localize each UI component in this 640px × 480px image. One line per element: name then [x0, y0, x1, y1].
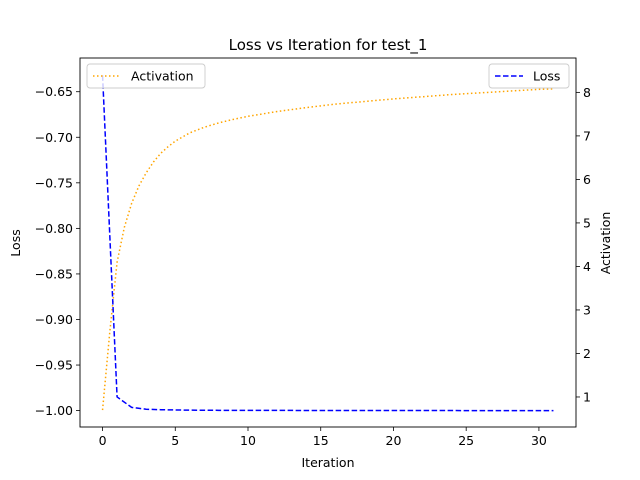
x-tick-label: 10: [240, 433, 256, 448]
chart-title: Loss vs Iteration for test_1: [229, 36, 428, 55]
legend-activation-label: Activation: [131, 69, 194, 84]
legend-loss-box: [488, 63, 570, 89]
x-tick-label: 0: [99, 433, 107, 448]
y-axis-left-label: Loss: [8, 229, 23, 256]
legend-activation-box: [86, 63, 206, 89]
x-tick-label: 20: [386, 433, 402, 448]
x-axis-label: Iteration: [301, 455, 354, 470]
legend-activation: Activation: [86, 63, 206, 89]
plot-area: [101, 75, 554, 412]
series-line-loss: [101, 75, 554, 412]
y-right-tick-label: 8: [583, 85, 591, 100]
y-axis-right-label: Activation: [598, 212, 613, 275]
y-right-tick-label: 4: [583, 259, 591, 274]
x-tick-label: 30: [531, 433, 547, 448]
y-right-tick-label: 3: [583, 302, 591, 317]
legend-loss: Loss: [488, 63, 570, 89]
y-right-tick-label: 2: [583, 346, 591, 361]
legend-loss-label: Loss: [533, 69, 560, 84]
x-tick-label: 25: [458, 433, 474, 448]
y-left-tick-label: −1.00: [35, 403, 73, 418]
plot-frame: [79, 57, 577, 428]
y-left-tick-label: −0.95: [35, 358, 73, 373]
y-left-tick-label: −0.85: [35, 266, 73, 281]
y-left-tick-label: −0.75: [35, 175, 73, 190]
y-left-tick-label: −0.90: [35, 312, 73, 327]
y-right-tick-label: 5: [583, 215, 591, 230]
y-left-tick-label: −0.65: [35, 84, 73, 99]
y-right-tick-label: 7: [583, 128, 591, 143]
y-axis-left: −1.00 −0.95 −0.90 −0.85 −0.80 −0.75 −0.70 −0.65: [35, 84, 80, 418]
y-axis-right: 1 2 3 4 5 6 7 8: [576, 85, 591, 404]
x-axis: 0 5 10 15 20 25 30: [99, 427, 547, 448]
x-tick-label: 15: [313, 433, 329, 448]
y-left-tick-label: −0.70: [35, 130, 73, 145]
y-left-tick-label: −0.80: [35, 221, 73, 236]
y-right-tick-label: 1: [583, 389, 591, 404]
x-tick-label: 5: [171, 433, 179, 448]
series-line-activation: [101, 88, 554, 411]
y-right-tick-label: 6: [583, 172, 591, 187]
